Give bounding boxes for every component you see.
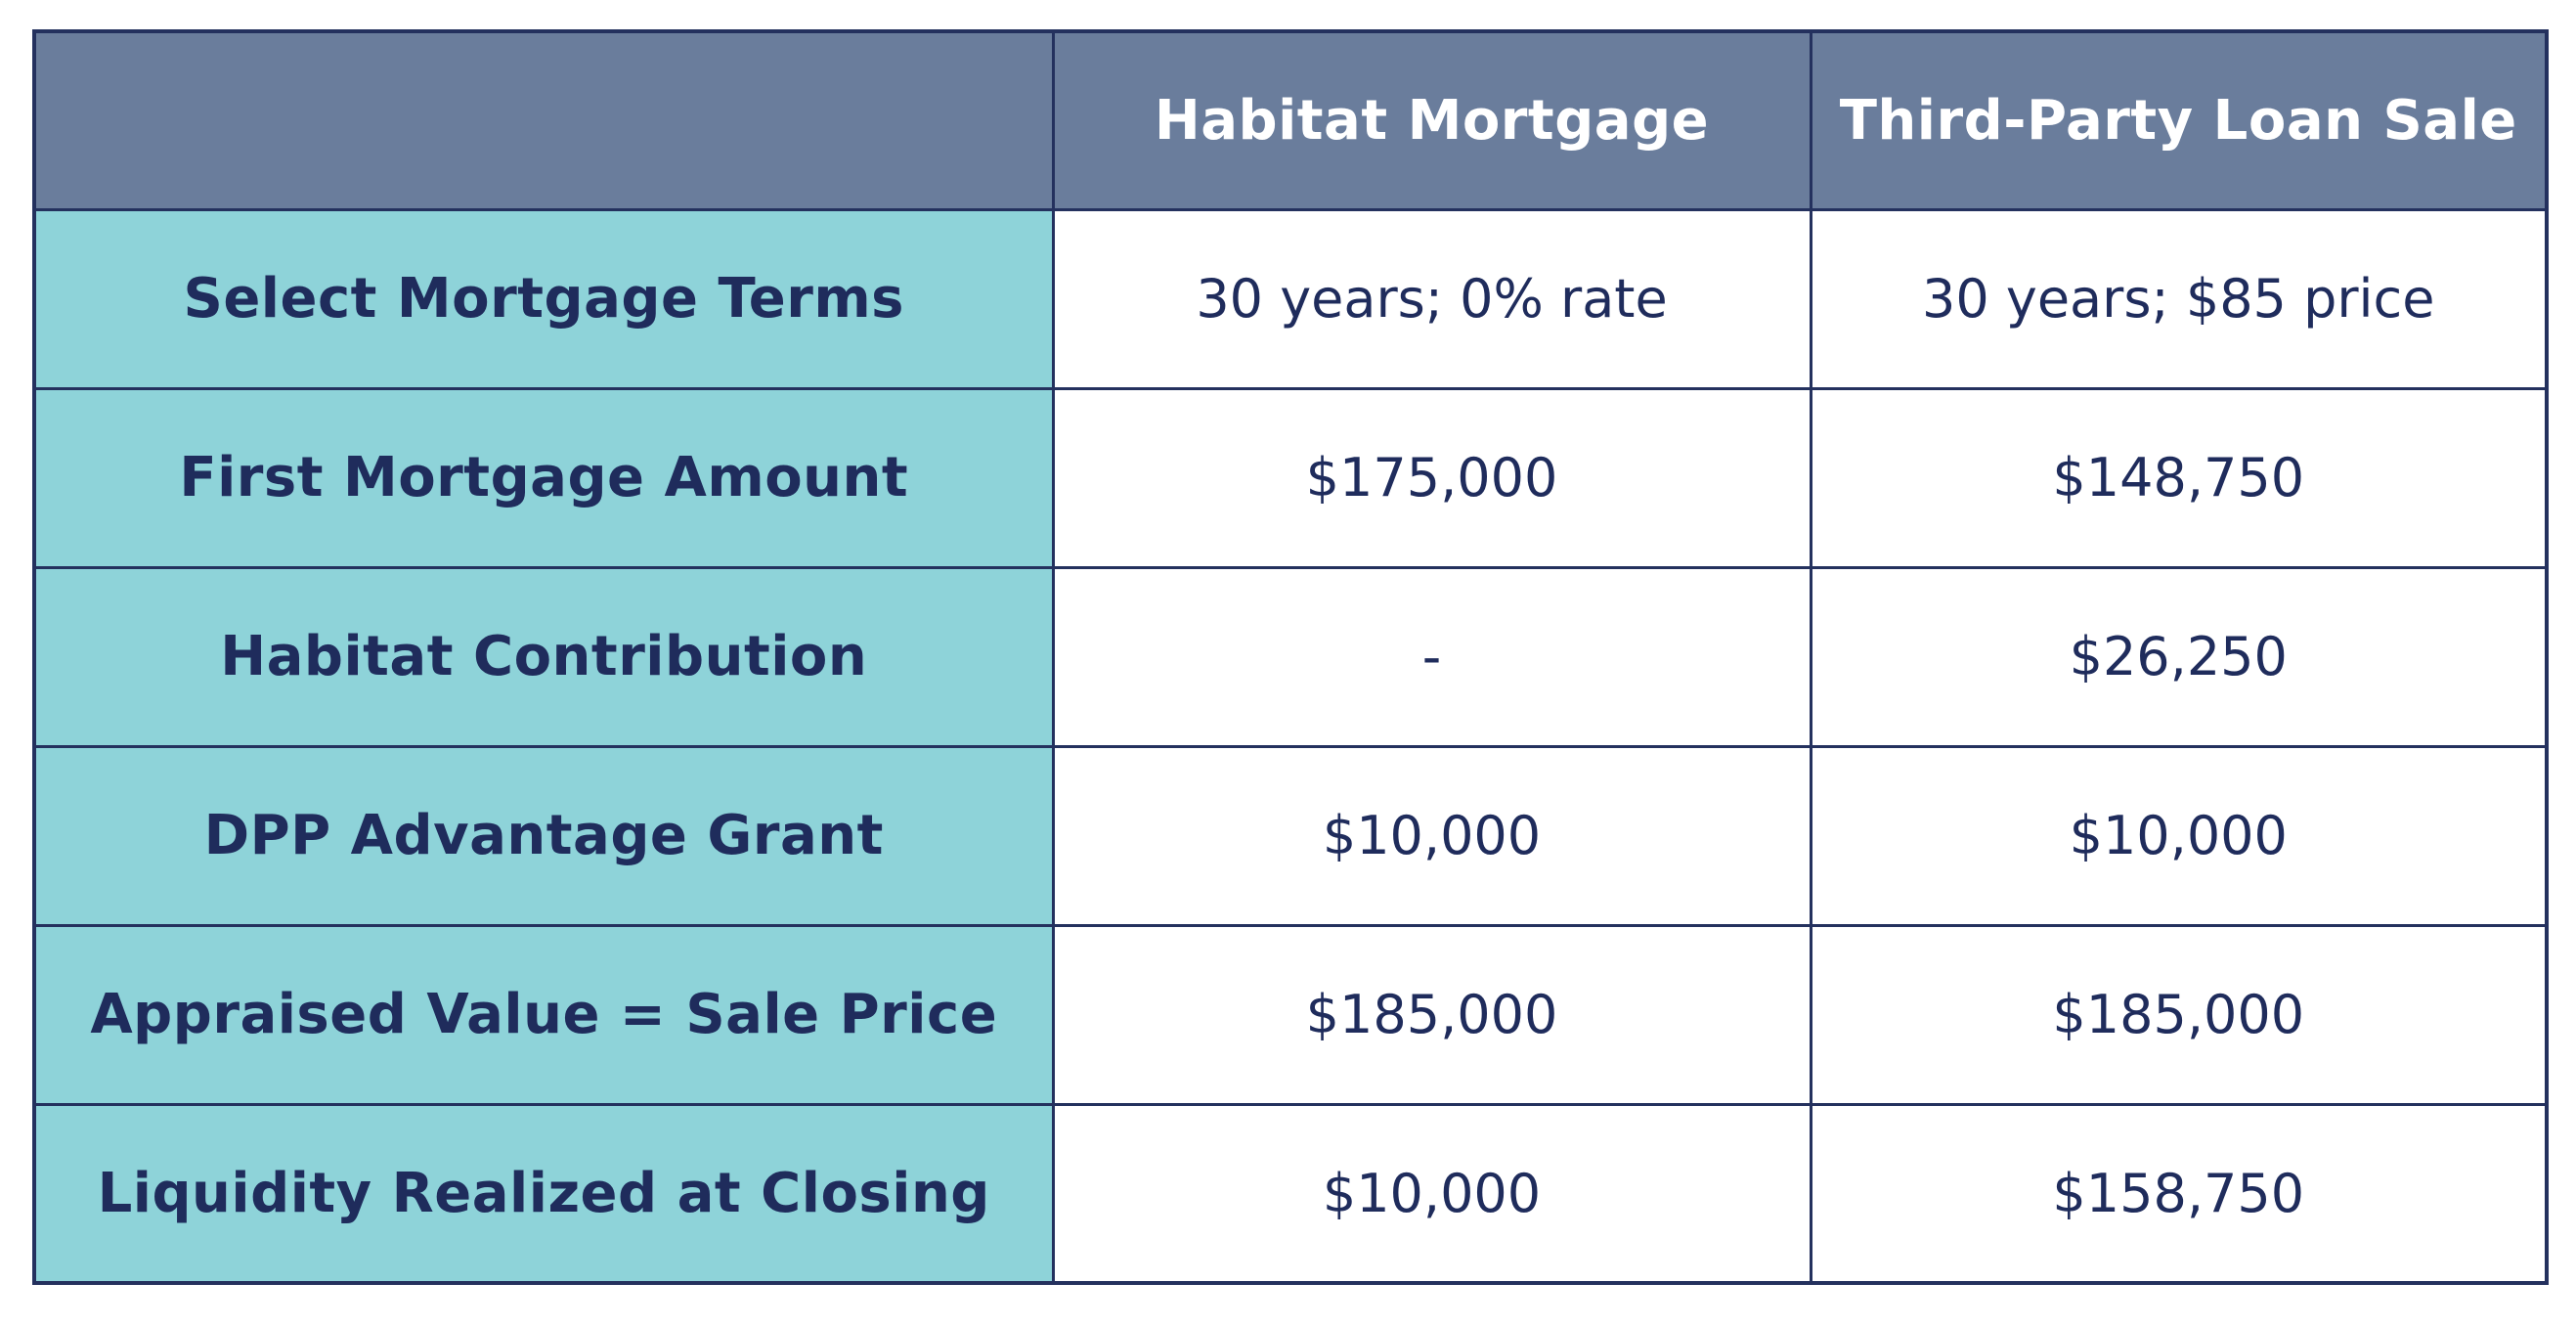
- cell-value: 30 years; $85 price: [1809, 207, 2549, 390]
- row-label: First Mortgage Amount: [32, 386, 1055, 569]
- table-row: Appraised Value = Sale Price $185,000 $1…: [32, 923, 2549, 1106]
- cell-value: $148,750: [1809, 386, 2549, 569]
- corner-header-cell: [32, 29, 1055, 211]
- cell-value: $175,000: [1051, 386, 1812, 569]
- table-header-row: Habitat Mortgage Third-Party Loan Sale: [32, 29, 2549, 211]
- cell-value: $185,000: [1051, 923, 1812, 1106]
- cell-value: $185,000: [1809, 923, 2549, 1106]
- row-label: Appraised Value = Sale Price: [32, 923, 1055, 1106]
- column-header-habitat-mortgage: Habitat Mortgage: [1051, 29, 1812, 211]
- row-label: Liquidity Realized at Closing: [32, 1102, 1055, 1285]
- cell-value: $10,000: [1051, 744, 1812, 927]
- cell-value: 30 years; 0% rate: [1051, 207, 1812, 390]
- cell-value: $158,750: [1809, 1102, 2549, 1285]
- cell-value: -: [1051, 565, 1812, 748]
- row-label: DPP Advantage Grant: [32, 744, 1055, 927]
- cell-value: $26,250: [1809, 565, 2549, 748]
- table-row: Habitat Contribution - $26,250: [32, 565, 2549, 748]
- column-header-third-party-loan-sale: Third-Party Loan Sale: [1809, 29, 2549, 211]
- comparison-table-container: Habitat Mortgage Third-Party Loan Sale S…: [32, 29, 2549, 1285]
- mortgage-comparison-table: Habitat Mortgage Third-Party Loan Sale S…: [32, 29, 2549, 1285]
- cell-value: $10,000: [1051, 1102, 1812, 1285]
- cell-value: $10,000: [1809, 744, 2549, 927]
- row-label: Select Mortgage Terms: [32, 207, 1055, 390]
- table-row: Select Mortgage Terms 30 years; 0% rate …: [32, 207, 2549, 390]
- row-label: Habitat Contribution: [32, 565, 1055, 748]
- table-row: DPP Advantage Grant $10,000 $10,000: [32, 744, 2549, 927]
- table-row: First Mortgage Amount $175,000 $148,750: [32, 386, 2549, 569]
- table-row: Liquidity Realized at Closing $10,000 $1…: [32, 1102, 2549, 1285]
